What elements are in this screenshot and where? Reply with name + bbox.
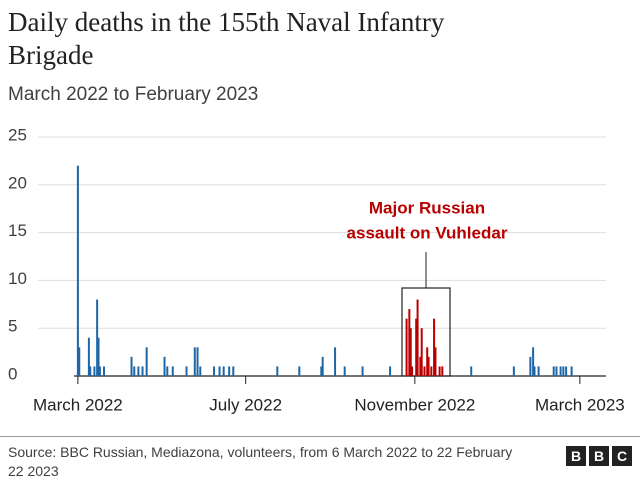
bar [427,356,430,376]
x-tick-label: July 2022 [209,395,282,414]
bar [565,366,568,376]
bar [416,299,419,376]
bar [529,356,532,376]
bar [343,366,346,376]
logo-letter: C [612,446,632,466]
bar [426,347,429,376]
bar [185,366,188,376]
y-tick-label: 15 [8,221,27,240]
bar [433,318,436,376]
chart-subtitle: March 2022 to February 2023 [8,84,259,105]
bar [199,366,202,376]
bar [320,366,323,376]
bar [141,366,144,376]
bar [420,328,423,376]
bar [562,366,565,376]
logo: B B C [566,446,632,466]
bar [103,366,106,376]
bar [87,337,90,376]
x-tick-label: March 2023 [535,395,625,414]
bar [196,347,199,376]
bar [137,366,140,376]
bar [409,328,412,376]
bar [423,366,426,376]
separator [0,436,640,437]
bar [276,366,279,376]
bar [405,318,408,376]
bar [218,366,221,376]
bar [559,366,562,376]
logo-letter: B [566,446,586,466]
bar [78,347,81,376]
bar [411,366,414,376]
bar [97,337,100,376]
annotation: Major Russian [369,198,485,217]
chart-title: Daily deaths in the 155th Naval Infantry… [8,7,445,70]
bar [166,366,169,376]
bar [389,366,392,376]
bar [130,356,133,376]
y-tick-label: 0 [8,364,17,383]
bar [532,347,535,376]
bar [408,309,411,376]
bar [193,347,196,376]
bar [470,366,473,376]
bar [430,366,433,376]
bar [321,356,324,376]
bar [145,347,148,376]
bar [89,366,92,376]
x-tick-label: November 2022 [354,395,475,414]
bar [438,366,441,376]
bar [419,356,422,376]
bar [298,366,301,376]
y-tick-label: 10 [8,269,27,288]
bar [552,366,555,376]
bar [163,356,166,376]
x-tick-label: March 2022 [33,395,123,414]
bar [512,366,515,376]
bar [222,366,225,376]
source-note: Source: BBC Russian, Mediazona, voluntee… [8,444,513,479]
bar [361,366,364,376]
bar [133,366,136,376]
y-tick-label: 20 [8,173,27,192]
bar [334,347,337,376]
annotation: assault on Vuhledar [347,223,508,242]
bar [213,366,216,376]
y-tick-label: 5 [8,317,17,336]
bar [228,366,231,376]
logo-letter: B [589,446,609,466]
bar [98,366,101,376]
chart: 0 5 10 15 20 25 March 2022 July 2022 November 20… [8,125,625,414]
bar [533,366,536,376]
bar [76,165,79,376]
bar [96,299,99,376]
bar [441,366,444,376]
bar [570,366,573,376]
bar [232,366,235,376]
bar [171,366,174,376]
bar [93,366,96,376]
y-tick-label: 25 [8,125,27,144]
bar [537,366,540,376]
bar [434,347,437,376]
bar [555,366,558,376]
bar [415,318,418,376]
